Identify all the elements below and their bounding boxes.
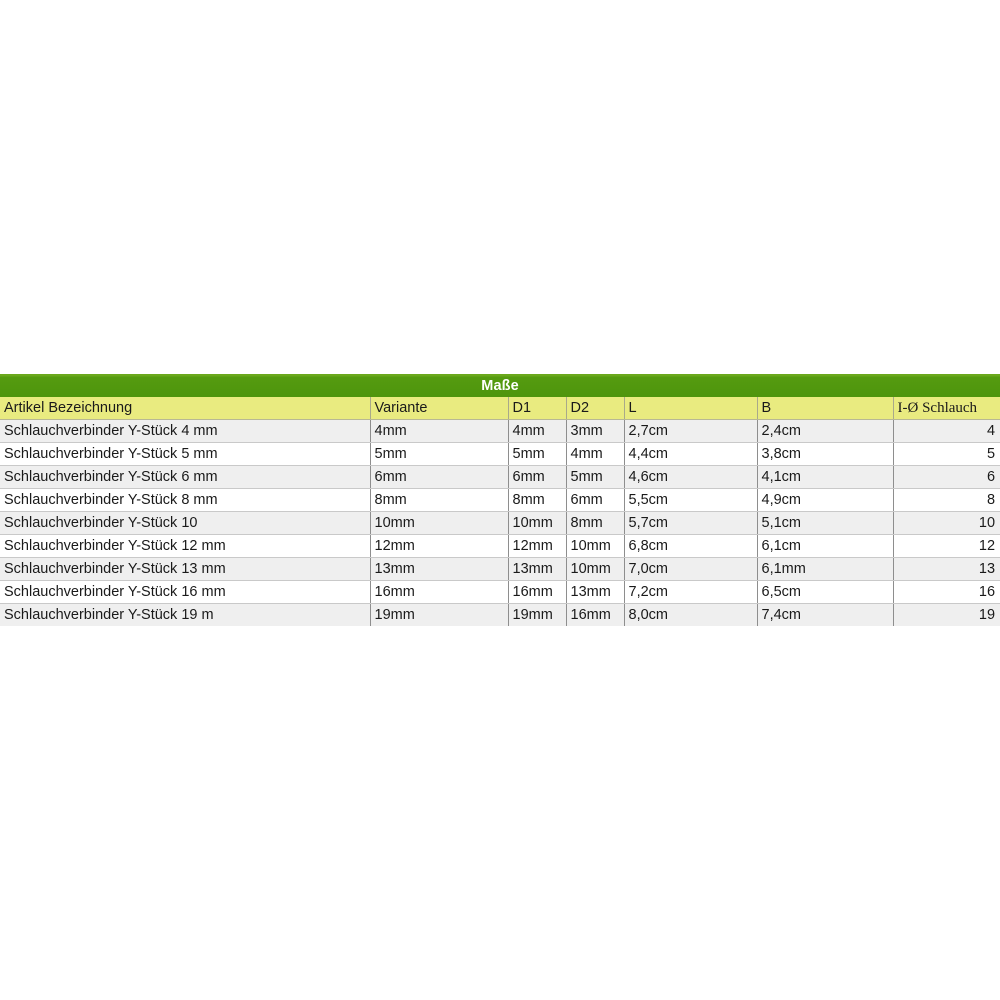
column-header-l[interactable]: L — [624, 397, 758, 420]
table-row: Schlauchverbinder Y-Stück 16 mm 16mm 16mm 1… — [0, 580, 1000, 604]
cell-variante: 4mm — [370, 419, 509, 443]
cell-l: 5,5cm — [624, 488, 758, 512]
cell-l: 4,6cm — [624, 465, 758, 489]
cell-variante: 10mm — [370, 511, 509, 535]
cell-variante: 13mm — [370, 557, 509, 581]
table-row: Schlauchverbinder Y-Stück 4 mm 4mm 4mm 3mm 2… — [0, 419, 1000, 443]
cell-b: 4,1cm — [757, 465, 894, 489]
specification-table: Maße Artikel Bezeichnung Variante D1 D2 … — [0, 374, 1000, 626]
cell-artikel: Schlauchverbinder Y-Stück 16 mm — [0, 580, 371, 604]
cell-d2: 3mm — [566, 419, 625, 443]
cell-artikel: Schlauchverbinder Y-Stück 12 mm — [0, 534, 371, 558]
cell-d1: 5mm — [508, 442, 567, 466]
cell-artikel: Schlauchverbinder Y-Stück 6 mm — [0, 465, 371, 489]
cell-b: 3,8cm — [757, 442, 894, 466]
table-row: Schlauchverbinder Y-Stück 12 mm 12mm 12mm 1… — [0, 534, 1000, 558]
cell-artikel: Schlauchverbinder Y-Stück 19 m — [0, 603, 371, 626]
cell-io: 4 — [893, 419, 1000, 443]
cell-l: 7,2cm — [624, 580, 758, 604]
cell-artikel: Schlauchverbinder Y-Stück 10 — [0, 511, 371, 535]
cell-l: 7,0cm — [624, 557, 758, 581]
table-row: Schlauchverbinder Y-Stück 13 mm 13mm 13mm 1… — [0, 557, 1000, 581]
cell-io: 19 — [893, 603, 1000, 626]
cell-d1: 10mm — [508, 511, 567, 535]
cell-b: 6,1cm — [757, 534, 894, 558]
column-header-d1[interactable]: D1 — [508, 397, 567, 420]
cell-d2: 10mm — [566, 534, 625, 558]
cell-b: 4,9cm — [757, 488, 894, 512]
table-head: Maße Artikel Bezeichnung Variante D1 D2 … — [0, 374, 1000, 420]
cell-d1: 12mm — [508, 534, 567, 558]
cell-d2: 4mm — [566, 442, 625, 466]
cell-b: 6,1mm — [757, 557, 894, 581]
cell-d2: 10mm — [566, 557, 625, 581]
cell-d2: 16mm — [566, 603, 625, 626]
cell-io: 8 — [893, 488, 1000, 512]
column-header-variante[interactable]: Variante — [370, 397, 509, 420]
cell-io: 5 — [893, 442, 1000, 466]
column-header-b[interactable]: B — [757, 397, 894, 420]
cell-d2: 13mm — [566, 580, 625, 604]
cell-d2: 6mm — [566, 488, 625, 512]
specification-table-container: Maße Artikel Bezeichnung Variante D1 D2 … — [0, 374, 1000, 626]
cell-io: 10 — [893, 511, 1000, 535]
cell-variante: 8mm — [370, 488, 509, 512]
cell-d1: 13mm — [508, 557, 567, 581]
table-header-row: Artikel Bezeichnung Variante D1 D2 L B I… — [0, 397, 1000, 420]
cell-l: 6,8cm — [624, 534, 758, 558]
cell-artikel: Schlauchverbinder Y-Stück 5 mm — [0, 442, 371, 466]
cell-variante: 16mm — [370, 580, 509, 604]
table-row: Schlauchverbinder Y-Stück 19 m 19mm 19mm 16… — [0, 603, 1000, 626]
cell-l: 8,0cm — [624, 603, 758, 626]
cell-artikel: Schlauchverbinder Y-Stück 13 mm — [0, 557, 371, 581]
column-header-artikel[interactable]: Artikel Bezeichnung — [0, 397, 371, 420]
table-banner-title: Maße — [0, 374, 1000, 397]
cell-d1: 16mm — [508, 580, 567, 604]
cell-b: 5,1cm — [757, 511, 894, 535]
cell-b: 7,4cm — [757, 603, 894, 626]
cell-b: 6,5cm — [757, 580, 894, 604]
cell-variante: 12mm — [370, 534, 509, 558]
table-row: Schlauchverbinder Y-Stück 8 mm 8mm 8mm 6mm 5… — [0, 488, 1000, 512]
cell-d2: 8mm — [566, 511, 625, 535]
cell-io: 12 — [893, 534, 1000, 558]
cell-io: 13 — [893, 557, 1000, 581]
cell-variante: 5mm — [370, 442, 509, 466]
table-body: Schlauchverbinder Y-Stück 4 mm 4mm 4mm 3mm 2… — [0, 419, 1000, 626]
cell-d1: 19mm — [508, 603, 567, 626]
cell-d1: 4mm — [508, 419, 567, 443]
cell-variante: 6mm — [370, 465, 509, 489]
cell-artikel: Schlauchverbinder Y-Stück 4 mm — [0, 419, 371, 443]
cell-artikel: Schlauchverbinder Y-Stück 8 mm — [0, 488, 371, 512]
table-banner-row: Maße — [0, 374, 1000, 397]
column-header-innendurchmesser-schlauch[interactable]: I-Ø Schlauch — [893, 397, 1000, 420]
column-header-d2[interactable]: D2 — [566, 397, 625, 420]
cell-d1: 6mm — [508, 465, 567, 489]
cell-io: 6 — [893, 465, 1000, 489]
cell-io: 16 — [893, 580, 1000, 604]
cell-l: 2,7cm — [624, 419, 758, 443]
cell-b: 2,4cm — [757, 419, 894, 443]
table-row: Schlauchverbinder Y-Stück 5 mm 5mm 5mm 4mm 4… — [0, 442, 1000, 466]
cell-variante: 19mm — [370, 603, 509, 626]
table-row: Schlauchverbinder Y-Stück 6 mm 6mm 6mm 5mm 4… — [0, 465, 1000, 489]
cell-d2: 5mm — [566, 465, 625, 489]
cell-l: 5,7cm — [624, 511, 758, 535]
cell-l: 4,4cm — [624, 442, 758, 466]
table-row: Schlauchverbinder Y-Stück 10 10mm 10mm 8mm 5… — [0, 511, 1000, 535]
cell-d1: 8mm — [508, 488, 567, 512]
